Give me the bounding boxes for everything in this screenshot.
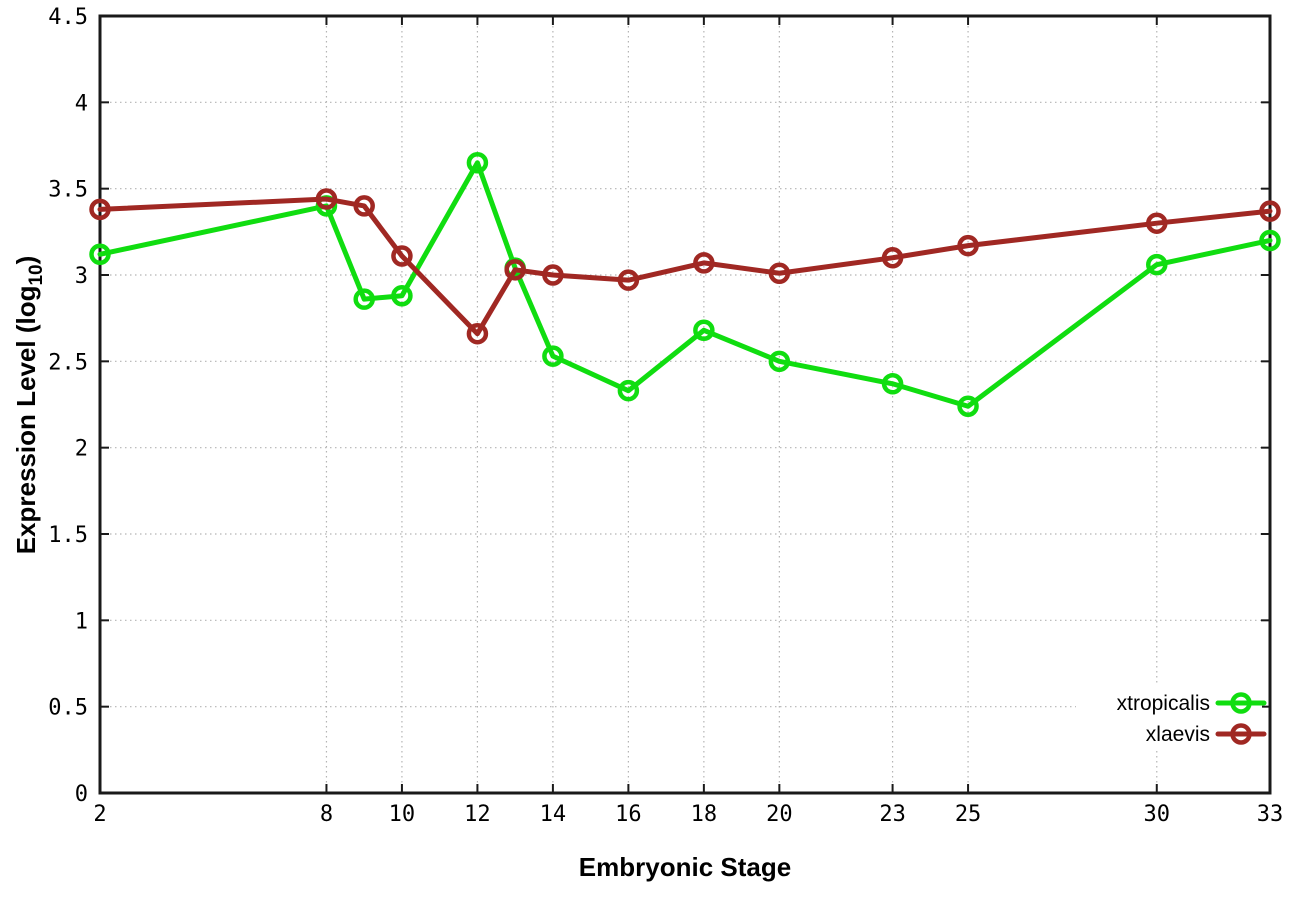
series-marker-xlaevis — [466, 322, 489, 345]
plot-border — [98, 14, 1272, 795]
series-marker-xtropicalis — [89, 243, 111, 266]
legend-entry-xlaevis: xlaevis — [1146, 723, 1267, 746]
series-marker-xlaevis — [1146, 212, 1168, 234]
x-tick-label: 30 — [1144, 802, 1171, 827]
y-tick-label: 4.5 — [48, 5, 88, 30]
series-marker-xlaevis — [89, 198, 111, 221]
y-tick-label: 0 — [75, 782, 88, 807]
legend-layer: xtropicalis xlaevis — [1076, 684, 1267, 750]
series-marker-xlaevis — [542, 264, 564, 286]
x-tick-label: 25 — [955, 802, 982, 827]
y-axis-title: Expression Level (log10) — [11, 256, 47, 555]
x-tick-label: 18 — [691, 802, 718, 827]
legend-label-xtropicalis: xtropicalis — [1117, 692, 1210, 715]
x-tick-label: 16 — [615, 802, 642, 827]
axis-layer: 2 8 10 12 14 16 18 20 23 25 30 33 0 0.5 1 1.5 2 2.5 3 3.5 4 4… — [48, 5, 1283, 827]
x-tick-label: 10 — [389, 802, 416, 827]
y-tick-label: 3.5 — [48, 178, 88, 203]
legend-entry-xtropicalis: xtropicalis — [1117, 692, 1267, 715]
y-tick-label: 2.5 — [48, 350, 88, 375]
legend-label-xlaevis: xlaevis — [1146, 723, 1210, 746]
grid-layer — [99, 15, 1271, 794]
series-marker-xtropicalis — [391, 284, 413, 307]
series-marker-xtropicalis — [466, 152, 489, 174]
series-marker-xtropicalis — [542, 345, 564, 367]
y-tick-label: 3 — [75, 264, 88, 289]
series-marker-xlaevis — [315, 188, 338, 210]
series-marker-xlaevis — [617, 269, 640, 291]
series-marker-xtropicalis — [957, 395, 979, 417]
series-marker-xtropicalis — [1146, 253, 1168, 276]
x-tick-label: 8 — [320, 802, 333, 827]
series-marker-xtropicalis — [1259, 229, 1281, 252]
series-marker-xlaevis — [353, 195, 375, 217]
x-tick-label: 20 — [766, 802, 793, 827]
series-marker-xlaevis — [768, 262, 791, 285]
series-marker-xlaevis — [881, 246, 904, 269]
series-marker-xtropicalis — [881, 373, 904, 395]
x-tick-label: 14 — [540, 802, 567, 827]
series-marker-xlaevis — [957, 234, 979, 257]
series-marker-xlaevis — [1259, 200, 1281, 222]
series-marker-xtropicalis — [617, 379, 640, 402]
x-axis-title: Embryonic Stage — [579, 852, 791, 882]
y-tick-label: 2 — [75, 437, 88, 462]
series-layer — [89, 152, 1281, 417]
legend-background — [1076, 684, 1262, 750]
x-tick-label: 23 — [879, 802, 906, 827]
x-tick-label: 12 — [464, 802, 491, 827]
series-marker-xtropicalis — [693, 319, 715, 342]
series-marker-xlaevis — [391, 245, 413, 267]
series-marker-xtropicalis — [768, 350, 791, 373]
y-tick-label: 0.5 — [48, 696, 88, 721]
legend-marker-xtropicalis — [1230, 692, 1252, 714]
x-tick-label: 33 — [1257, 802, 1284, 827]
legend-marker-xlaevis — [1230, 723, 1252, 745]
y-tick-label: 1.5 — [48, 523, 88, 548]
y-tick-label: 4 — [75, 91, 88, 116]
x-tick-label: 2 — [93, 802, 106, 827]
series-marker-xlaevis — [504, 259, 526, 281]
series-marker-xtropicalis — [353, 288, 375, 310]
y-tick-label: 1 — [75, 609, 88, 634]
series-marker-xlaevis — [693, 252, 715, 274]
